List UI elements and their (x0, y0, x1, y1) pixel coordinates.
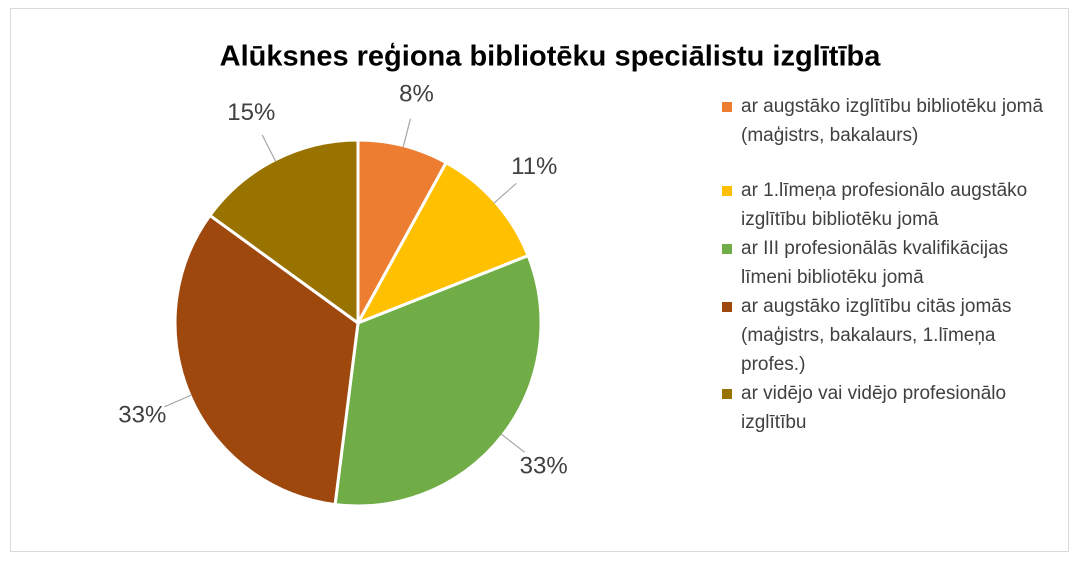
legend-entry: ar III profesionālās kvalifikācijas līme… (722, 234, 1057, 292)
legend-swatch (722, 244, 732, 254)
data-label: 15% (227, 99, 275, 126)
legend-swatch (722, 102, 732, 112)
data-label: 11% (511, 153, 557, 180)
leader-line (261, 134, 277, 163)
legend-label: ar vidējo vai vidējo profesionālo izglīt… (741, 383, 1007, 433)
data-label: 8% (399, 81, 434, 108)
legend-label: ar augstāko izglītību bibliotēku jomā (m… (741, 96, 1044, 146)
legend-swatch (722, 186, 732, 196)
leader-line (402, 118, 412, 148)
legend: ar augstāko izglītību bibliotēku jomā (m… (722, 92, 1057, 437)
legend-entry: ar 1.līmeņa profesionālo augstāko izglīt… (722, 176, 1057, 234)
leader-line (164, 394, 193, 408)
chart-title: Alūksnes reģiona bibliotēku speciālistu … (220, 41, 882, 73)
data-label: 33% (118, 402, 166, 429)
legend-label: ar augstāko izglītību citās jomās (maģis… (741, 296, 1012, 375)
legend-entry: ar augstāko izglītību bibliotēku jomā (m… (722, 92, 1057, 150)
leader-line (500, 433, 526, 453)
legend-entry: ar augstāko izglītību citās jomās (maģis… (722, 292, 1057, 379)
legend-label: ar III profesionālās kvalifikācijas līme… (741, 238, 1009, 288)
legend-swatch (722, 302, 732, 312)
legend-label: ar 1.līmeņa profesionālo augstāko izglīt… (741, 180, 1028, 230)
data-label: 33% (520, 452, 568, 479)
leader-line (493, 183, 517, 204)
legend-entry: ar vidējo vai vidējo profesionālo izglīt… (722, 379, 1057, 437)
legend-swatch (722, 389, 732, 399)
